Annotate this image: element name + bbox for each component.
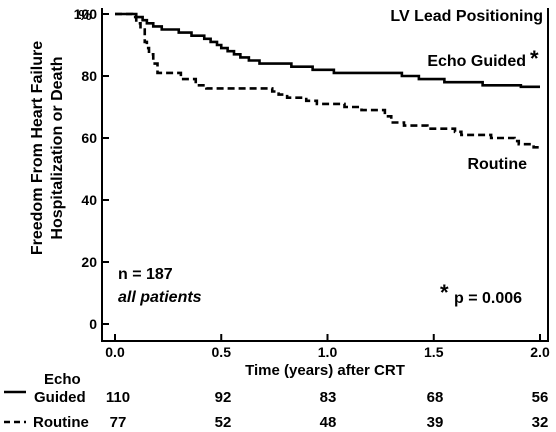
y-tick-label: 20 bbox=[81, 254, 97, 270]
p-value-label: p = 0.006 bbox=[454, 290, 522, 307]
y-ticks: 0 20 40 60 80 100 bbox=[74, 6, 109, 332]
at-risk-value: 110 bbox=[106, 389, 130, 406]
curve-routine bbox=[115, 12, 542, 149]
x-ticks: 0.0 0.5 1.0 1.5 2.0 bbox=[105, 334, 550, 360]
y-tick-label: 100 bbox=[74, 6, 98, 22]
p-value-star: * bbox=[440, 280, 449, 305]
n-label: n = 187 bbox=[118, 266, 173, 283]
significance-star-echo: * bbox=[530, 46, 539, 71]
at-risk-value: 39 bbox=[427, 414, 444, 431]
chart-title: LV Lead Positioning bbox=[390, 8, 543, 25]
at-risk-value: 52 bbox=[215, 414, 232, 431]
y-axis-label: Freedom From Heart Failure Hospitalizati… bbox=[29, 41, 66, 255]
curve-echo-guided bbox=[115, 12, 540, 89]
y-tick-label: 80 bbox=[81, 68, 97, 84]
y-tick-label: 40 bbox=[81, 192, 97, 208]
at-risk-label-echo-line1: Echo bbox=[44, 371, 81, 388]
at-risk-value: 77 bbox=[110, 414, 127, 431]
series-label-routine: Routine bbox=[467, 156, 527, 173]
at-risk-value: 68 bbox=[427, 389, 444, 406]
at-risk-value: 32 bbox=[532, 414, 549, 431]
at-risk-value: 48 bbox=[320, 414, 337, 431]
x-tick-label: 2.0 bbox=[530, 344, 550, 360]
x-axis-label: Time (years) after CRT bbox=[245, 362, 405, 379]
axes: 0 20 40 60 80 100 0.0 0.5 1.0 1.5 2.0 bbox=[74, 6, 550, 360]
subgroup-label: all patients bbox=[118, 289, 202, 306]
at-risk-label-echo-line2: Guided bbox=[34, 389, 86, 406]
y-axis-label-line2: Hospitalization or Death bbox=[49, 56, 66, 239]
x-tick-label: 0.5 bbox=[212, 344, 232, 360]
at-risk-value: 56 bbox=[532, 389, 549, 406]
x-tick-label: 0.0 bbox=[105, 344, 125, 360]
series-label-echo-guided: Echo Guided bbox=[427, 53, 526, 70]
x-tick-label: 1.0 bbox=[318, 344, 338, 360]
survival-curves bbox=[115, 12, 542, 149]
at-risk-value: 92 bbox=[215, 389, 232, 406]
y-unit-label: % bbox=[78, 7, 91, 24]
at-risk-value: 83 bbox=[320, 389, 337, 406]
at-risk-table: Echo Guided Routine 110 92 83 68 56 77 52 48 39 3… bbox=[4, 371, 548, 431]
at-risk-label-routine: Routine bbox=[33, 414, 89, 431]
at-risk-values: 110 92 83 68 56 77 52 48 39 32 bbox=[106, 389, 548, 431]
y-tick-label: 60 bbox=[81, 130, 97, 146]
x-tick-label: 1.5 bbox=[424, 344, 444, 360]
y-tick-label: 0 bbox=[89, 316, 97, 332]
y-axis-label-line1: Freedom From Heart Failure bbox=[29, 41, 46, 255]
